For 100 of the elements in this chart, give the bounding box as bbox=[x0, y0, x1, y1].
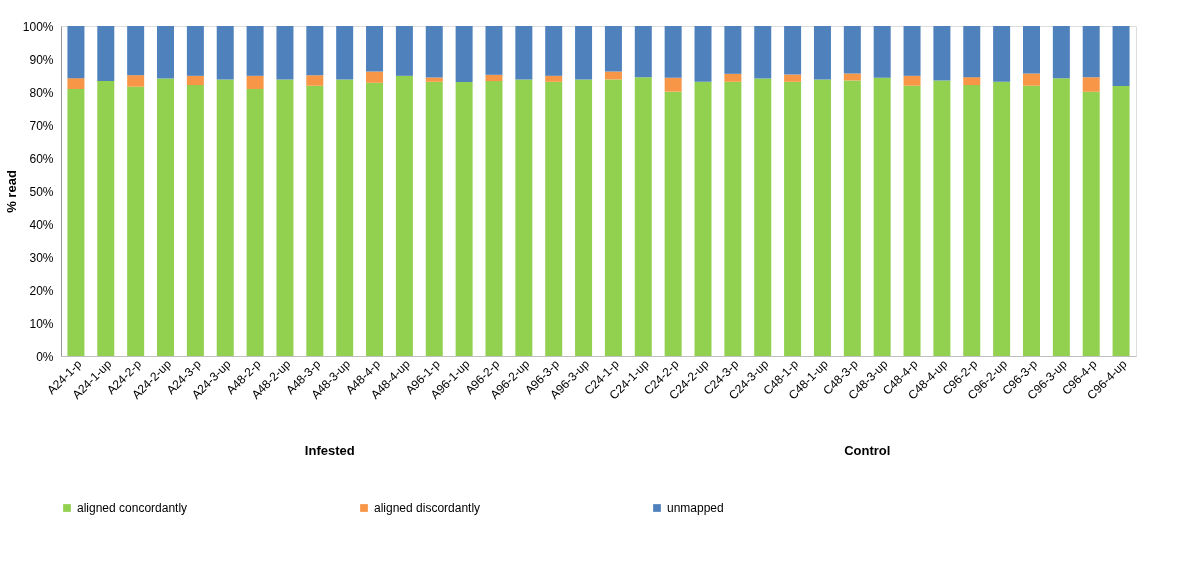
bar bbox=[694, 81, 712, 356]
bar bbox=[903, 26, 921, 76]
bar bbox=[336, 26, 354, 80]
bar bbox=[873, 26, 891, 78]
bar bbox=[1082, 26, 1100, 78]
bar bbox=[306, 85, 324, 356]
bar bbox=[67, 89, 85, 356]
bar bbox=[276, 79, 294, 356]
bar bbox=[873, 77, 891, 356]
bar bbox=[634, 77, 652, 356]
legend-label: aligned concordantly bbox=[77, 501, 188, 515]
legend-label: aligned discordantly bbox=[374, 501, 481, 515]
bar bbox=[545, 26, 563, 76]
bar bbox=[395, 26, 413, 76]
bar bbox=[157, 78, 175, 356]
bar bbox=[246, 75, 264, 90]
bar bbox=[754, 78, 772, 356]
bar bbox=[963, 77, 981, 86]
y-tick-label: 70% bbox=[29, 118, 54, 133]
y-tick-label: 30% bbox=[29, 250, 54, 265]
bar bbox=[127, 86, 145, 356]
bar bbox=[336, 79, 354, 356]
bar bbox=[127, 75, 145, 87]
bar bbox=[186, 75, 204, 86]
y-tick-label: 50% bbox=[29, 184, 54, 199]
bar bbox=[276, 26, 294, 80]
y-tick-label: 40% bbox=[29, 217, 54, 232]
bar bbox=[425, 77, 443, 82]
bar bbox=[246, 89, 264, 356]
bar bbox=[186, 26, 204, 76]
bar bbox=[395, 75, 413, 356]
bar bbox=[784, 74, 802, 82]
bar bbox=[1082, 91, 1100, 356]
bar bbox=[963, 26, 981, 78]
bar bbox=[933, 26, 951, 81]
bar bbox=[485, 81, 503, 356]
bar bbox=[67, 78, 85, 90]
text: Infested bbox=[304, 443, 355, 458]
bar bbox=[1022, 26, 1040, 74]
bar bbox=[366, 82, 384, 356]
bar bbox=[127, 26, 145, 76]
bar bbox=[993, 81, 1011, 356]
bar bbox=[157, 26, 175, 79]
bar bbox=[1022, 85, 1040, 356]
bar bbox=[246, 26, 264, 76]
bar bbox=[664, 91, 682, 356]
bar bbox=[455, 82, 473, 356]
bar bbox=[993, 26, 1011, 82]
bar bbox=[963, 85, 981, 356]
bar bbox=[485, 26, 503, 75]
bar bbox=[575, 26, 593, 80]
bar bbox=[306, 75, 324, 86]
bar bbox=[485, 74, 503, 82]
bar bbox=[813, 79, 831, 356]
bar bbox=[843, 26, 861, 74]
y-tick-label: 10% bbox=[29, 316, 54, 331]
bar bbox=[903, 75, 921, 86]
bar bbox=[425, 26, 443, 78]
bar bbox=[724, 73, 742, 82]
bar bbox=[97, 81, 115, 356]
bar bbox=[455, 26, 473, 83]
bar bbox=[1082, 77, 1100, 92]
bar bbox=[813, 26, 831, 80]
text: Control bbox=[844, 443, 891, 458]
bar bbox=[186, 85, 204, 356]
bar bbox=[306, 26, 324, 76]
bar bbox=[784, 81, 802, 356]
bar bbox=[366, 71, 384, 83]
bar bbox=[575, 79, 593, 356]
y-tick-label: 100% bbox=[22, 19, 54, 34]
bar bbox=[515, 26, 533, 80]
y-tick-label: 0% bbox=[36, 349, 54, 364]
bar bbox=[1052, 78, 1070, 356]
bar bbox=[903, 85, 921, 356]
bar bbox=[515, 79, 533, 356]
bar bbox=[366, 26, 384, 72]
y-tick-label: 90% bbox=[29, 52, 54, 67]
y-tick-label: 60% bbox=[29, 151, 54, 166]
bar bbox=[634, 26, 652, 78]
bar bbox=[216, 26, 234, 80]
y-axis-title: % read bbox=[3, 170, 19, 213]
bar bbox=[933, 80, 951, 356]
y-tick-label: 20% bbox=[29, 283, 54, 298]
bar bbox=[843, 80, 861, 356]
bar bbox=[724, 81, 742, 356]
bar bbox=[694, 26, 712, 82]
y-tick-label: 80% bbox=[29, 85, 54, 100]
bar bbox=[545, 75, 563, 82]
bar bbox=[664, 77, 682, 92]
bar bbox=[604, 26, 622, 72]
bar bbox=[97, 26, 115, 82]
bar bbox=[604, 79, 622, 356]
bar bbox=[1022, 73, 1040, 86]
bar bbox=[1112, 26, 1130, 87]
bar bbox=[1112, 86, 1130, 356]
bar bbox=[784, 26, 802, 75]
bar bbox=[664, 26, 682, 78]
bar bbox=[216, 79, 234, 356]
bar bbox=[425, 81, 443, 356]
bar bbox=[545, 81, 563, 356]
